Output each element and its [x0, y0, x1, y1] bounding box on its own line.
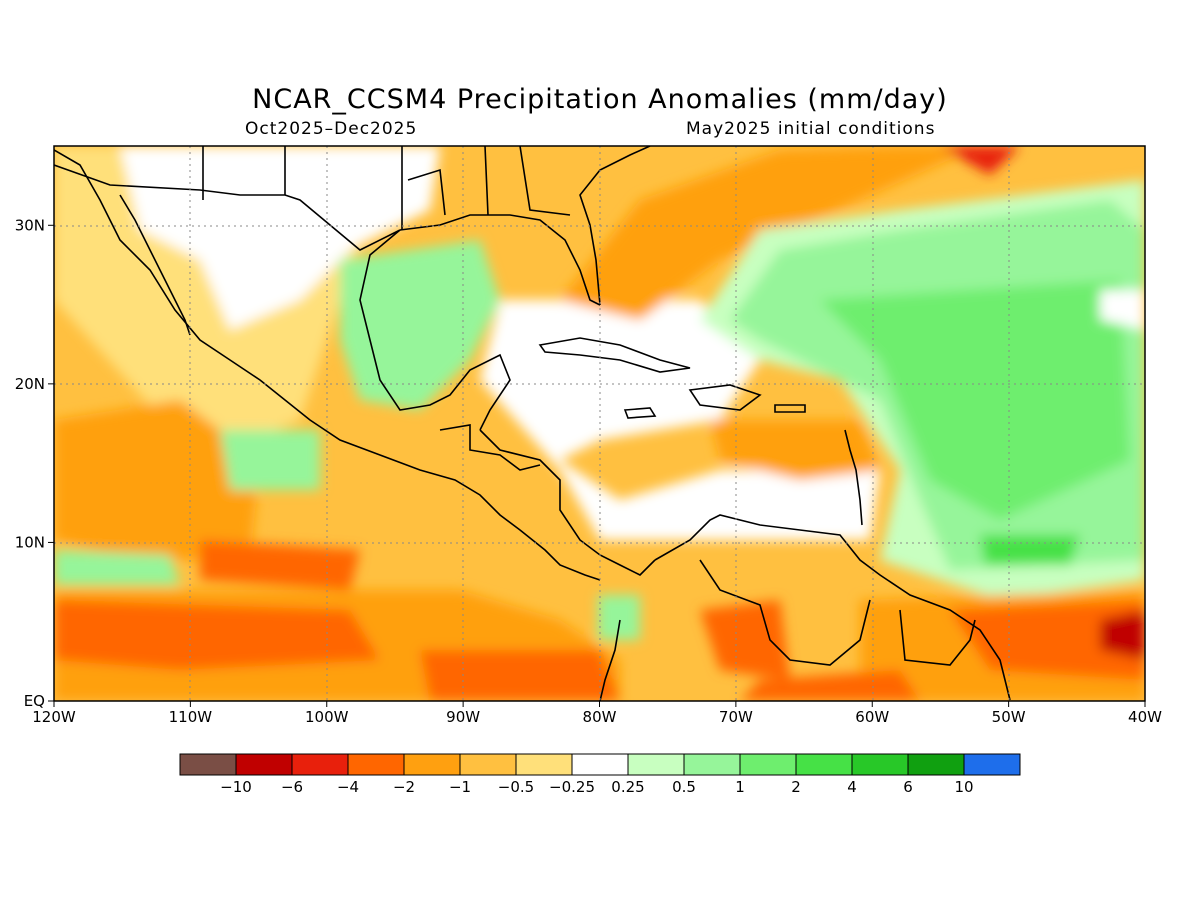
colorbar-label: 0.25: [611, 778, 644, 796]
colorbar-swatch: [739, 753, 797, 776]
colorbar-swatch: [683, 753, 741, 776]
map-gridlines: [54, 146, 1145, 701]
colorbar-label: 4: [847, 778, 857, 796]
colorbar-swatch: [179, 753, 237, 776]
lon-tick-label: 60W: [855, 708, 889, 726]
coastline-baja-california: [119, 194, 191, 336]
wet-strip-pacific-west: [54, 550, 180, 585]
border-us-states: [202, 146, 571, 230]
wet-max-atlantic: [980, 535, 1080, 565]
neutral-caribbean: [480, 300, 880, 540]
lon-tick-label: 50W: [992, 708, 1026, 726]
lat-tick-label: 10N: [15, 533, 45, 551]
coastline-central-america: [479, 429, 656, 576]
border-central-america: [439, 424, 541, 471]
island-jamaica: [623, 407, 657, 419]
colorbar-label: 1: [735, 778, 745, 796]
colorbar-swatch: [627, 753, 685, 776]
colorbar-label: 2: [791, 778, 801, 796]
colorbar-swatch: [347, 753, 405, 776]
forecast-period: Oct2025–Dec2025: [245, 119, 418, 139]
lon-tick-label: 70W: [719, 708, 753, 726]
initial-conditions: May2025 initial conditions: [686, 119, 936, 139]
wet-region-gulf: [340, 240, 500, 410]
lat-tick-label: 20N: [15, 375, 45, 393]
colorbar-swatch: [403, 753, 461, 776]
island-hispaniola: [688, 384, 762, 411]
coastline-south-america-north: [654, 514, 1011, 701]
colorbar-swatch: [571, 753, 629, 776]
coastline-us-gulf: [399, 214, 601, 306]
lon-tick-label: 90W: [446, 708, 480, 726]
coastline-gulf-of-mexico: [359, 229, 511, 431]
colorbar-label: 6: [903, 778, 913, 796]
lon-tick-label: 110W: [169, 708, 213, 726]
colorbar-swatch: [291, 753, 349, 776]
colorbar-label: −0.5: [498, 778, 534, 796]
colorbar-swatch: [795, 753, 853, 776]
very-dry-pacific-south: [420, 650, 620, 701]
wet-patch-panama: [598, 595, 640, 640]
very-dry-colombia: [700, 600, 790, 680]
wet-core-atlantic: [820, 280, 1130, 520]
colorbar-swatch: [235, 753, 293, 776]
colorbar-label: −2: [393, 778, 415, 796]
extreme-dry-itcz: [1100, 610, 1145, 660]
wet-region-mexico-pacific: [220, 430, 320, 490]
very-dry-atlantic: [940, 146, 1020, 175]
colorbar-swatch: [907, 753, 965, 776]
coastline-mexico-pacific: [54, 149, 601, 581]
dry-caribbean: [710, 420, 880, 480]
lon-tick-label: 40W: [1128, 708, 1162, 726]
colorbar-swatch: [963, 753, 1021, 776]
colorbar-label: −4: [337, 778, 359, 796]
colorbar-label: 10: [954, 778, 973, 796]
island-puerto-rico: [774, 404, 806, 413]
island-cuba: [538, 337, 691, 373]
colorbar-swatch: [851, 753, 909, 776]
lon-tick-label: 100W: [305, 708, 349, 726]
colorbar-swatch: [459, 753, 517, 776]
lat-tick-label: EQ: [24, 692, 45, 710]
colorbar-label: −0.25: [549, 778, 595, 796]
colorbar-swatch: [515, 753, 573, 776]
colorbar-label: −10: [220, 778, 252, 796]
coastlines: [54, 146, 1011, 701]
dry-strip-10n: [200, 540, 360, 590]
lesser-antilles: [844, 429, 863, 526]
lat-tick-label: 30N: [15, 216, 45, 234]
very-dry-itcz: [950, 600, 1145, 680]
border-south-america: [699, 559, 976, 666]
pale-gap-atlantic: [1100, 290, 1145, 330]
very-dry-pacific: [54, 600, 380, 670]
very-dry-south-america: [740, 670, 920, 701]
neutral-region-north: [120, 146, 440, 330]
coastline-us-atlantic: [579, 146, 651, 306]
coastline-south-america-pacific: [599, 619, 621, 701]
colorbar-label: −6: [281, 778, 303, 796]
colorbar-label: 0.5: [672, 778, 696, 796]
lon-tick-label: 120W: [32, 708, 76, 726]
dry-band-pacific-west: [54, 400, 260, 560]
map-title: NCAR_CCSM4 Precipitation Anomalies (mm/d…: [252, 84, 948, 115]
colorbar-label: −1: [449, 778, 471, 796]
lon-tick-label: 80W: [583, 708, 617, 726]
